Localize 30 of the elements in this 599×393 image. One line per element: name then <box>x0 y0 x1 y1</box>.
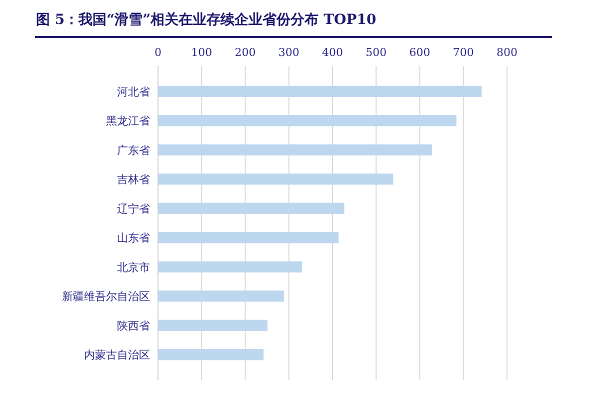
bar <box>158 144 432 156</box>
bar <box>158 320 268 331</box>
y-tick-label: 黑龙江省 <box>106 114 150 128</box>
bar <box>158 86 482 97</box>
x-tick-label: 700 <box>452 46 474 59</box>
bar <box>158 261 302 272</box>
x-tick-label: 500 <box>366 46 387 59</box>
bar <box>158 174 394 185</box>
bar <box>158 349 264 360</box>
bar <box>158 115 456 126</box>
x-tick-label: 100 <box>191 46 212 59</box>
x-tick-label: 800 <box>496 46 518 59</box>
y-tick-label: 山东省 <box>117 232 150 245</box>
x-tick-label: 200 <box>234 46 256 59</box>
y-tick-label: 北京市 <box>117 260 150 274</box>
y-tick-label: 陕西省 <box>117 319 150 332</box>
bar <box>158 232 339 244</box>
y-tick-label: 内蒙古自治区 <box>84 348 150 362</box>
x-tick-label: 600 <box>409 46 430 59</box>
x-tick-label: 0 <box>154 46 162 59</box>
y-tick-label: 辽宁省 <box>117 202 150 216</box>
x-tick-label: 400 <box>322 46 343 59</box>
y-tick-label: 吉林省 <box>117 173 150 186</box>
y-tick-label: 河北省 <box>117 85 150 98</box>
chart-title: 图 5：我国“滑雪”相关在业存续企业省份分布 TOP10 <box>36 11 376 28</box>
bar <box>158 290 284 302</box>
x-tick-label: 300 <box>278 46 300 59</box>
bar <box>158 202 344 214</box>
y-tick-label: 广东省 <box>117 144 150 157</box>
y-tick-label: 新疆维吾尔自治区 <box>62 290 150 304</box>
